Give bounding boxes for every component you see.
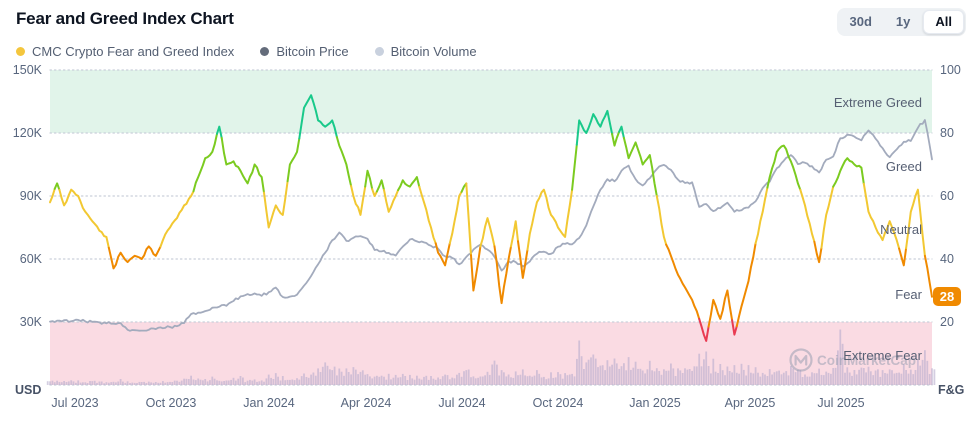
x-axis-tick: Oct 2023 bbox=[145, 396, 197, 410]
legend-dot-icon bbox=[374, 47, 384, 56]
zone-label-neutral: Neutral bbox=[880, 222, 922, 237]
x-axis-tick: Apr 2025 bbox=[724, 396, 776, 410]
range-button-1y[interactable]: 1y bbox=[885, 10, 921, 34]
left-axis-unit-label: USD bbox=[15, 383, 42, 397]
volume-bars bbox=[46, 329, 936, 385]
watermark-text: CoinMarketCap bbox=[817, 353, 916, 368]
x-axis-tick: Apr 2024 bbox=[340, 396, 392, 410]
x-axis-tick: Jul 2025 bbox=[817, 396, 865, 410]
legend-item-label: CMC Crypto Fear and Greed Index bbox=[32, 44, 235, 59]
x-axis-tick: Jan 2024 bbox=[243, 396, 295, 410]
gridlines bbox=[49, 69, 933, 386]
y-axis-right-tick: 80 bbox=[940, 126, 954, 140]
y-axis-right-tick: 20 bbox=[940, 315, 954, 329]
y-axis-left-tick: 90K bbox=[19, 189, 42, 203]
bitcoin-price-line bbox=[49, 119, 933, 332]
x-axis-tick: Jul 2024 bbox=[438, 396, 486, 410]
fear-greed-line bbox=[49, 94, 933, 342]
zone-label-fear: Fear bbox=[895, 287, 922, 302]
legend-item-bitcoin-price[interactable]: Bitcoin Price bbox=[260, 44, 349, 59]
x-axis-tick: Oct 2024 bbox=[532, 396, 584, 410]
page-title: Fear and Greed Index Chart bbox=[16, 9, 234, 28]
x-axis-tick: Jan 2025 bbox=[629, 396, 681, 410]
cmc-logo-m-icon bbox=[794, 354, 808, 366]
legend-item-bitcoin-volume[interactable]: Bitcoin Volume bbox=[374, 44, 477, 59]
y-axis-right-tick: 60 bbox=[940, 189, 954, 203]
zone-label-extreme-fear: Extreme Fear bbox=[843, 348, 922, 363]
zone-label-extreme-greed: Extreme Greed bbox=[833, 95, 922, 110]
y-axis-right-tick: 40 bbox=[940, 252, 954, 266]
y-axis-right-tick: 100 bbox=[940, 63, 961, 77]
chart-legend: CMC Crypto Fear and Greed Index Bitcoin P… bbox=[16, 44, 477, 59]
legend-dot-icon bbox=[16, 47, 25, 56]
legend-item-label: Bitcoin Volume bbox=[390, 44, 477, 59]
range-button-all[interactable]: All bbox=[923, 10, 964, 34]
range-switcher: 30d 1y All bbox=[836, 8, 966, 36]
legend-item-label: Bitcoin Price bbox=[276, 44, 349, 59]
extreme-fear-band bbox=[50, 322, 932, 385]
y-axis-left-tick: 30K bbox=[19, 315, 42, 329]
current-value-badge: 28 bbox=[933, 287, 961, 307]
zone-label-greed: Greed bbox=[885, 159, 922, 174]
extreme-greed-band bbox=[50, 70, 932, 133]
coinmarketcap-watermark: CoinMarketCap bbox=[789, 348, 916, 372]
range-button-30d[interactable]: 30d bbox=[839, 10, 883, 34]
legend-item-cmc-crypto-fear-and-greed-index[interactable]: CMC Crypto Fear and Greed Index bbox=[16, 44, 234, 59]
legend-dot-icon bbox=[260, 47, 270, 56]
y-axis-left-tick: 60K bbox=[19, 252, 42, 266]
y-axis-left-tick: 120K bbox=[12, 126, 42, 140]
y-axis-left-tick: 150K bbox=[12, 63, 42, 77]
x-axis-tick: Jul 2023 bbox=[51, 396, 99, 410]
right-axis-unit-label: F&G bbox=[938, 383, 965, 397]
